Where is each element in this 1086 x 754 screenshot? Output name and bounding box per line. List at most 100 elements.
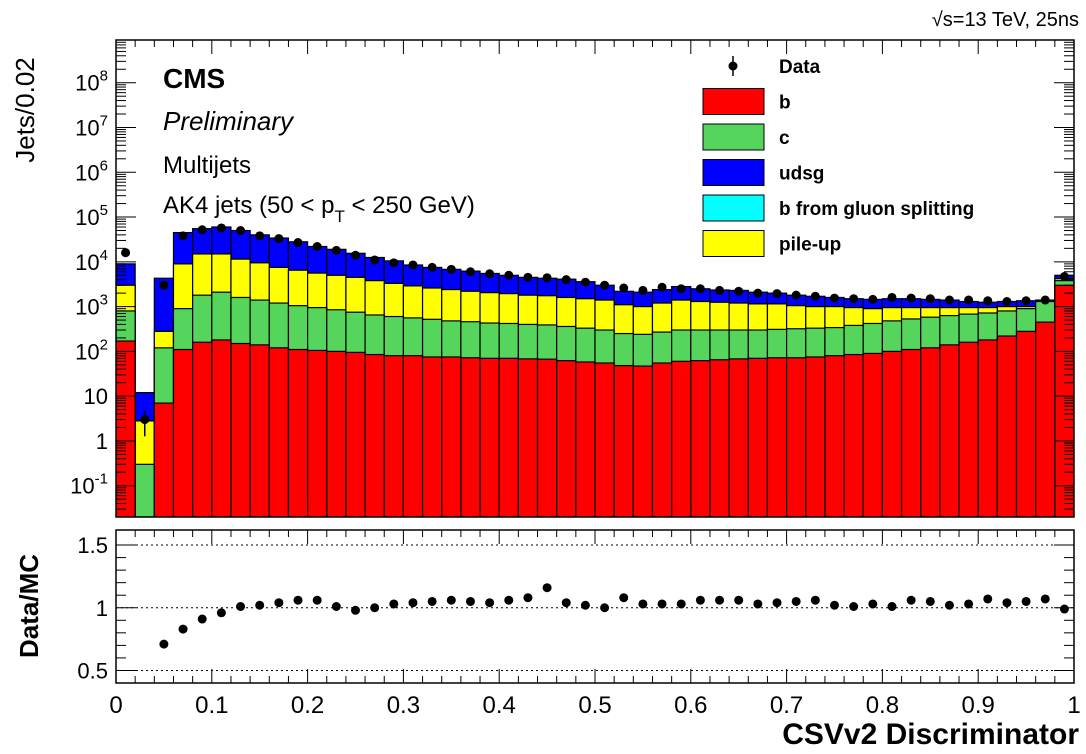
data-point-49 (1059, 272, 1069, 282)
data-point-30 (695, 284, 705, 294)
bar-b-30 (690, 360, 711, 517)
x-axis-label: CSVv2 Discriminator (782, 718, 1079, 751)
data-point-18 (465, 267, 475, 277)
ratio-y-tick-label: 1 (96, 596, 108, 621)
y-tick-label: 105 (75, 202, 108, 230)
bar-b-31 (709, 359, 730, 517)
ratio-point-40 (925, 596, 935, 606)
data-point-27 (638, 285, 648, 295)
bar-b-12 (345, 351, 366, 517)
data-point-17 (446, 264, 456, 274)
ratio-point-17 (485, 598, 495, 608)
main-panel: 10-1 1 10 102 103 104 105 106 107 108 Jets/0.02 (10, 39, 1075, 518)
bar-b-39 (862, 352, 883, 517)
bar-b-46 (996, 335, 1018, 517)
ratio-point-30 (734, 595, 744, 605)
ratio-point-47 (1059, 604, 1069, 614)
legend-label-gsplit: b from gluon splitting (779, 199, 974, 220)
legend-data-marker (728, 61, 738, 71)
data-point-11 (331, 245, 341, 255)
main-ylabel: Jets/0.02 (10, 57, 40, 163)
bar-b-40 (881, 350, 903, 517)
bar-b-43 (939, 344, 960, 517)
ratio-point-4 (236, 602, 246, 611)
ratio-point-29 (715, 595, 725, 605)
bar-b-26 (613, 365, 634, 517)
y-tick-label: 106 (75, 157, 108, 185)
data-point-1 (140, 415, 150, 425)
ratio-point-7 (293, 595, 303, 605)
ratio-point-14 (427, 596, 437, 606)
ratio-point-32 (772, 598, 782, 608)
bar-b-41 (900, 348, 922, 517)
y-tick-label: 104 (75, 247, 108, 275)
ratio-point-25 (638, 599, 648, 609)
legend-swatch-b (702, 88, 765, 115)
y-tick-label: 10-1 (70, 471, 108, 499)
bar-b-14 (383, 355, 404, 517)
data-point-48 (1040, 295, 1050, 305)
data-point-10 (312, 241, 322, 251)
data-point-33 (753, 288, 763, 298)
bar-b-32 (728, 358, 749, 517)
data-point-36 (810, 291, 820, 301)
y-tick-label: 102 (75, 336, 108, 364)
ratio-point-38 (887, 602, 897, 611)
data-point-47 (1021, 296, 1031, 306)
bar-b-29 (671, 360, 692, 517)
bar-b-25 (594, 362, 615, 517)
bar-b-21 (517, 358, 539, 517)
ratio-point-9 (331, 602, 341, 611)
selection-line2-sub: T (334, 207, 344, 226)
bar-b-6 (230, 342, 251, 517)
ratio-point-5 (255, 600, 265, 610)
ratio-point-36 (849, 602, 859, 611)
y-tick-label: 10 (84, 384, 108, 409)
ratio-point-22 (580, 600, 590, 610)
ratio-point-31 (753, 599, 763, 609)
y-tick-label: 103 (75, 292, 108, 320)
ratio-point-3 (216, 608, 226, 618)
data-point-8 (274, 234, 284, 244)
data-point-39 (868, 294, 878, 304)
bar-b-24 (575, 361, 596, 517)
data-point-46 (1002, 297, 1012, 307)
data-point-16 (427, 262, 437, 272)
ratio-point-45 (1021, 596, 1031, 606)
data-point-34 (772, 289, 782, 299)
x-tick-label: 0.7 (770, 692, 803, 719)
data-point-35 (791, 290, 801, 300)
ratio-point-34 (810, 595, 820, 605)
selection-line2-prefix: AK4 jets (50 < p (163, 192, 334, 219)
ratio-point-13 (408, 598, 418, 608)
ratio-point-2 (197, 614, 207, 624)
bar-b-47 (1015, 330, 1037, 517)
ratio-point-21 (561, 598, 571, 608)
bar-b-5 (211, 339, 232, 517)
bar-c-1 (134, 463, 155, 517)
bar-b-35 (785, 357, 807, 517)
ratio-point-20 (542, 583, 552, 593)
bar-b-17 (441, 356, 462, 517)
data-point-22 (542, 273, 552, 283)
bar-b-18 (460, 357, 481, 517)
ratio-y-tick-label: 1.5 (77, 533, 108, 558)
ratio-point-35 (830, 600, 839, 610)
annotations: √s=13 TeV, 25ns CMS Preliminary Multijet… (163, 9, 1079, 226)
x-tick-label: 1 (1067, 692, 1080, 719)
bar-b-13 (364, 353, 385, 517)
legend-swatch-udsg (702, 159, 765, 186)
data-point-43 (944, 295, 954, 305)
bar-b-45 (977, 339, 998, 517)
legend-swatch-gsplit (702, 194, 765, 222)
bar-b-0 (116, 340, 136, 517)
ratio-point-12 (389, 599, 399, 609)
data-point-3 (178, 231, 188, 241)
legend-label-udsg: udsg (779, 164, 824, 185)
data-point-21 (523, 272, 533, 282)
ratio-point-41 (944, 600, 954, 610)
preliminary-label: Preliminary (163, 106, 295, 136)
bar-b-4 (192, 341, 213, 517)
data-point-23 (561, 275, 571, 285)
